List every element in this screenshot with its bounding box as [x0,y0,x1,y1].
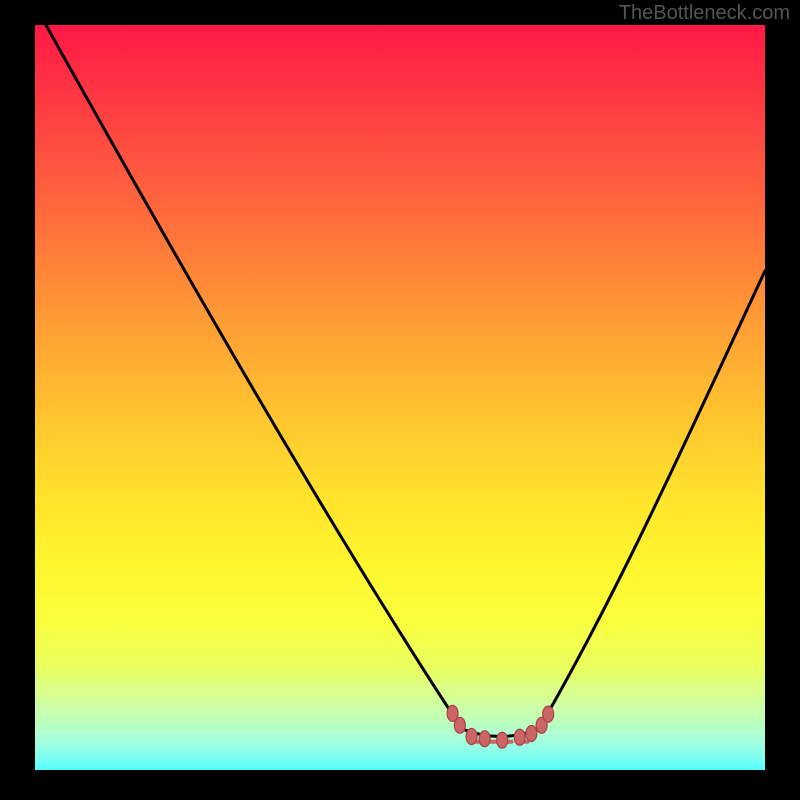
valley-marker [514,729,525,745]
valley-marker [479,731,490,747]
valley-marker [497,732,508,748]
valley-marker [543,706,554,722]
plot-area [35,25,765,770]
bottleneck-curve [46,25,765,736]
valley-marker [466,728,477,744]
valley-marker [454,717,465,733]
curve-layer [35,25,765,770]
valley-marker [526,725,537,741]
watermark-text: TheBottleneck.com [619,2,790,25]
chart-container: TheBottleneck.com [0,0,800,800]
